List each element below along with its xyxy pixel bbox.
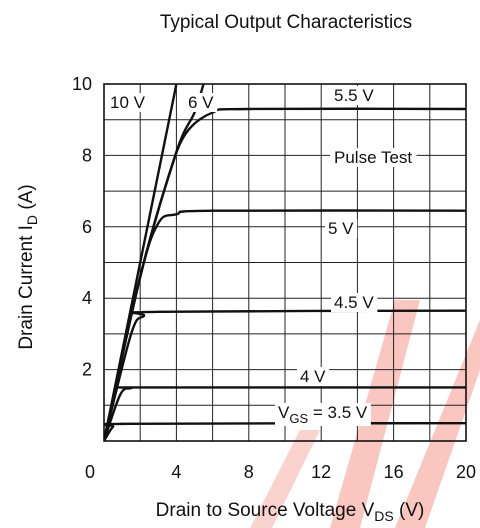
x-tick-label: 0 — [85, 462, 95, 482]
series-label-1: 6 V — [188, 93, 214, 112]
series-line-5 — [104, 386, 466, 441]
series-line-4 — [104, 309, 466, 441]
pulse-test-annotation: Pulse Test — [334, 148, 412, 167]
series-label-bg — [297, 367, 330, 386]
series-labels: 10 V 6 V 5.5 V 5 V 4.5 V 4 V VGS = 3.5 V — [107, 86, 378, 426]
series-label-bg — [107, 93, 149, 112]
y-tick-label: 4 — [82, 288, 92, 308]
y-tick-label: 6 — [82, 217, 92, 237]
series-label-bg — [325, 219, 358, 238]
series-label-5: 4 V — [300, 367, 326, 386]
watermark-stroke — [330, 300, 420, 528]
x-tick-label: 12 — [311, 462, 331, 482]
y-tick-label: 10 — [72, 74, 92, 94]
y-axis-label: Drain Current ID (A) — [16, 184, 40, 349]
series-label-3: 5 V — [328, 219, 354, 238]
x-tick-label: 8 — [244, 462, 254, 482]
x-axis-label: Drain to Source Voltage VDS (V) — [156, 500, 425, 524]
series-label-bg — [275, 403, 371, 426]
series-label-bg — [185, 93, 218, 112]
y-tick-label: 2 — [82, 360, 92, 380]
series-label-2: 5.5 V — [334, 86, 374, 105]
series-label-6: VGS = 3.5 V — [278, 403, 368, 426]
x-tick-label: 20 — [456, 462, 476, 482]
series-label-bg — [331, 293, 378, 312]
series-line-3 — [104, 209, 466, 441]
watermark-stroke — [250, 430, 320, 528]
pulse-test-bg — [330, 148, 417, 167]
x-tick-label: 4 — [171, 462, 181, 482]
series-label-bg — [331, 86, 378, 105]
x-tick-label: 16 — [384, 462, 404, 482]
y-tick-label: 8 — [82, 145, 92, 165]
plot-frame — [103, 83, 467, 442]
series-label-4: 4.5 V — [334, 293, 374, 312]
chart-title: Typical Output Characteristics — [160, 12, 412, 33]
series-label-0: 10 V — [110, 93, 146, 112]
